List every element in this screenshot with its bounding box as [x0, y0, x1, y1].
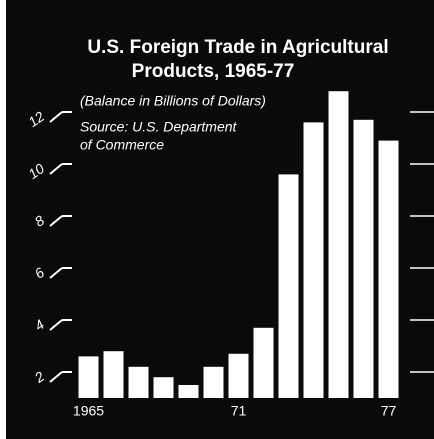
y-tick-mark: [49, 111, 63, 123]
bar: [203, 366, 224, 398]
y-tick-mark: [49, 371, 63, 383]
x-tick-label: 1965: [73, 403, 104, 419]
bar: [378, 140, 399, 398]
bar: [128, 366, 149, 398]
bar: [303, 122, 324, 399]
source-line: Source: U.S. Department: [80, 119, 238, 135]
bar: [178, 385, 199, 398]
bar: [228, 353, 249, 398]
bar: [253, 327, 274, 398]
source-line: of Commerce: [80, 137, 164, 153]
bar: [328, 91, 349, 398]
bar: [153, 377, 174, 398]
x-tick-label: 77: [381, 403, 397, 419]
y-tick-mark: [49, 267, 63, 279]
bar: [353, 119, 374, 399]
bar: [103, 351, 124, 398]
subtitle: (Balance in Billions of Dollars): [80, 93, 266, 109]
x-tick-label: 71: [231, 403, 247, 419]
bar: [78, 356, 99, 398]
chart-title-line: Products, 1965-77: [132, 61, 295, 82]
chart-title-line: U.S. Foreign Trade in Agricultural: [87, 37, 388, 58]
y-tick-mark: [49, 163, 63, 175]
y-tick-mark: [49, 319, 63, 331]
bar: [278, 174, 299, 398]
y-tick-mark: [49, 215, 63, 227]
